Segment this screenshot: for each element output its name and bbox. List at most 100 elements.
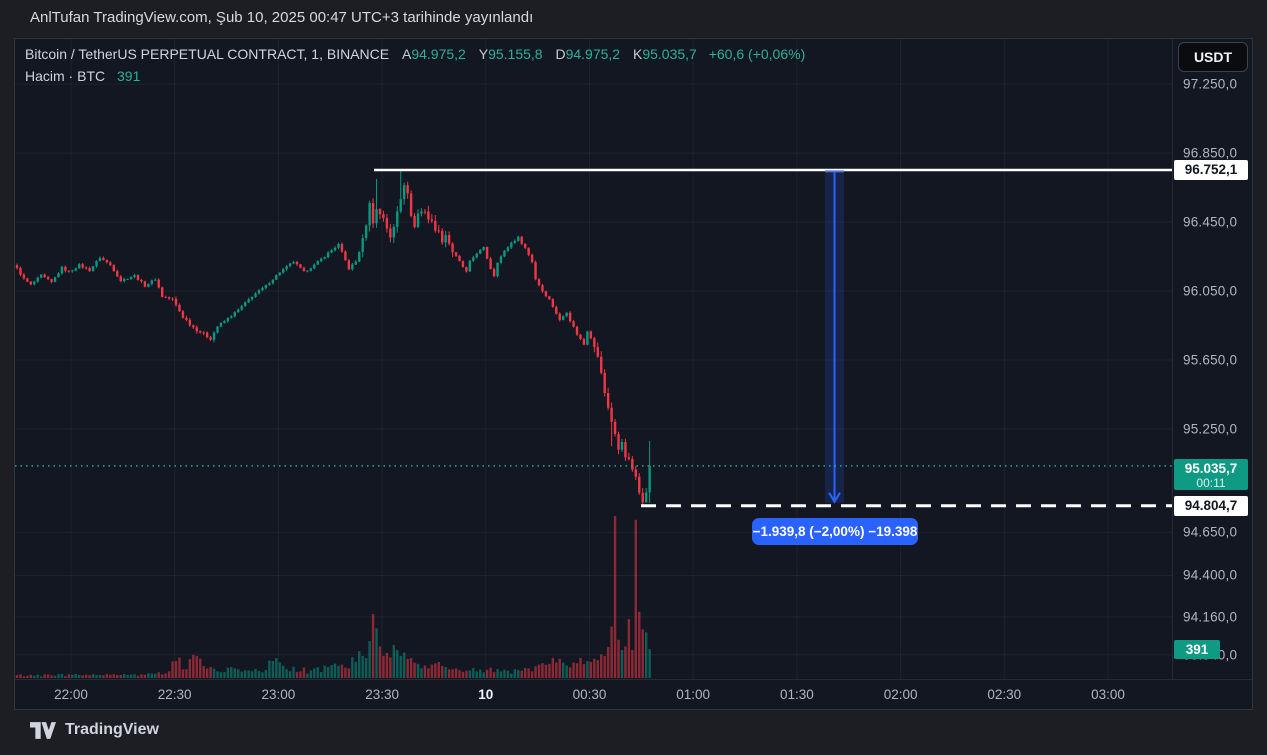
candle-body [444,235,447,243]
candle-body [122,279,126,282]
volume-bar [164,673,167,678]
volume-bar [254,669,257,678]
candle-body [219,322,223,327]
candle-body [389,228,392,238]
candle-body [638,476,641,493]
price-tick-label: 94.650,0 [1183,524,1238,540]
candle-body [36,277,39,282]
current-volume-badge: 391 [1174,640,1220,660]
candle-body [261,287,264,291]
volume-bar [154,673,157,678]
candle-body [292,262,295,264]
close-value: 95.035,7 [642,46,697,62]
candle-body [523,243,527,248]
volume-legend[interactable]: Hacim · BTC 391 [25,68,140,84]
time-tick-label: 02:00 [883,687,918,702]
price-range-measure-tool[interactable] [825,169,844,504]
price-range-measure-label[interactable]: −1.939,8 (−2,00%) −19.398 [752,518,918,545]
volume-bar [178,657,181,678]
volume-bar [492,672,496,678]
volume-bar [375,628,378,678]
volume-bar [530,671,534,678]
candle-body [617,434,620,450]
candle-body [230,316,233,319]
volume-bar [264,669,268,678]
candle-body [593,338,596,347]
candle-body [344,251,347,261]
volume-bar [447,669,451,678]
time-tick-label: 01:00 [676,687,711,702]
volume-bar [216,671,219,678]
price-tick-label: 94.400,0 [1183,567,1238,583]
candle-body [105,259,109,263]
candle-body [354,261,357,265]
candle-body [264,285,268,288]
candle-body [181,311,185,318]
candlestick-chart[interactable] [15,39,1172,679]
volume-bar [126,674,129,678]
volume-bar [548,663,551,678]
candle-body [392,226,396,238]
volume-bar [88,675,91,678]
volume-bar [53,675,57,678]
low-line-price-label: 94.804,7 [1174,495,1248,516]
volume-bar [223,672,226,678]
volume-bar [485,669,489,678]
volume-bar [541,663,544,678]
volume-bar [364,658,368,678]
candle-body [147,283,150,287]
candle-body [396,211,399,227]
candle-body [240,306,243,310]
volume-bar [261,672,264,678]
volume-bar [406,658,409,678]
candle-body [510,242,513,248]
volume-bar [389,657,392,678]
volume-bar [46,674,50,678]
currency-toggle-button[interactable]: USDT [1178,42,1248,72]
volume-bar [648,649,651,678]
candle-body [631,459,634,470]
chart-legend[interactable]: Bitcoin / TetherUS PERPETUAL CONTRACT, 1… [25,46,805,62]
candle-body [503,250,506,257]
tradingview-attribution[interactable]: TradingView [30,721,159,739]
volume-bar [503,669,506,678]
volume-bar [499,671,503,678]
candle-body [19,267,22,275]
candle-body [579,334,582,339]
price-axis[interactable]: USDT 96.752,1 95.035,7 00:11 94.804,7 39… [1172,39,1253,679]
volume-bar [600,654,603,678]
candle-body [316,261,319,265]
volume-bar [354,661,357,678]
volume-bar [95,675,98,678]
volume-bar [233,668,236,678]
price-tick-label: 97.250,0 [1183,76,1238,92]
candle-body [644,492,648,503]
candle-body [116,271,119,277]
time-axis[interactable]: 22:00 22:30 23:00 23:30 10 00:30 01:00 01:30 02:… [15,679,1252,710]
candle-body [641,492,644,503]
volume-bar [430,664,434,678]
candle-body [268,283,271,286]
candle-body [281,269,285,273]
open-value: 94.975,2 [411,46,466,62]
candle-body [600,356,603,373]
candle-body [275,275,278,280]
volume-bar [285,669,288,678]
candle-body [57,273,60,278]
candle-body [223,321,226,323]
volume-bar [371,613,375,678]
volume-bar [323,665,326,678]
chart-canvas[interactable] [15,39,1172,679]
volume-bar [361,655,364,678]
candle-body [413,215,416,227]
candle-body [399,199,402,212]
volume-bar [644,632,648,678]
volume-bar [385,652,389,678]
candle-body [247,299,250,303]
volume-bar [392,644,396,678]
volume-bar [523,668,527,678]
volume-bar [226,667,230,678]
volume-bar [240,671,243,678]
candle-body [603,372,606,394]
volume-bar [278,662,281,678]
